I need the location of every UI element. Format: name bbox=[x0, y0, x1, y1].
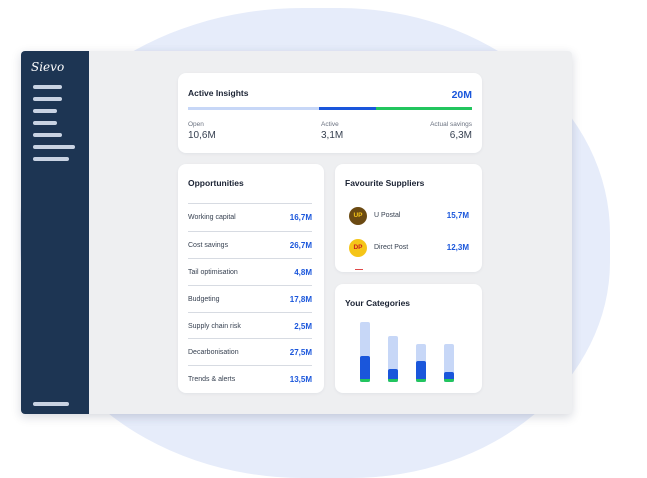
nav-item-4[interactable] bbox=[33, 121, 57, 125]
list-item[interactable]: Budgeting 17,8M bbox=[188, 285, 312, 312]
stat-open-label: Open bbox=[188, 121, 204, 128]
list-item-label: Trends & alerts bbox=[188, 376, 236, 383]
list-item[interactable]: Decarbonisation 27,5M bbox=[188, 338, 312, 365]
stat-active-value: 3,1M bbox=[321, 130, 344, 141]
category-bar-savings bbox=[360, 379, 370, 382]
stat-savings-label: Actual savings bbox=[430, 121, 472, 128]
avatar: DP bbox=[349, 239, 367, 257]
list-item-value: 16,7M bbox=[289, 213, 312, 222]
nav-item-7[interactable] bbox=[33, 157, 69, 161]
supplier-value: 12,3M bbox=[446, 243, 469, 252]
list-item[interactable]: DP Direct Post 12,3M bbox=[349, 239, 469, 261]
savings-segment bbox=[376, 107, 472, 110]
dashboard-window: Sievo Active Insights 20M Open 10,6M Act… bbox=[21, 51, 572, 414]
list-item-value: 26,7M bbox=[289, 241, 312, 250]
nav-item-3[interactable] bbox=[33, 109, 57, 113]
nav-item-settings[interactable] bbox=[33, 402, 69, 406]
logo: Sievo bbox=[31, 60, 65, 74]
category-bar-active bbox=[444, 372, 454, 379]
category-bar[interactable] bbox=[416, 344, 426, 382]
category-bar-active bbox=[360, 356, 370, 379]
scroll-hint bbox=[355, 269, 363, 270]
category-bar-total bbox=[360, 322, 370, 382]
list-item[interactable]: UP U Postal 15,7M bbox=[349, 207, 469, 229]
list-item[interactable]: Cost savings 26,7M bbox=[188, 231, 312, 258]
list-item-label: Decarbonisation bbox=[188, 349, 239, 356]
supplier-name: U Postal bbox=[374, 212, 401, 219]
nav-item-1[interactable] bbox=[33, 85, 62, 89]
list-item-label: Tail optimisation bbox=[188, 269, 238, 276]
category-bar-total bbox=[444, 344, 454, 382]
active-segment bbox=[319, 107, 376, 110]
supplier-name: Direct Post bbox=[374, 244, 409, 251]
opportunities-card: Opportunities Working capital 16,7M Cost… bbox=[178, 164, 324, 393]
category-bar-savings bbox=[444, 379, 454, 382]
favourite-suppliers-card: Favourite Suppliers UP U Postal 15,7M DP… bbox=[335, 164, 482, 272]
avatar: UP bbox=[349, 207, 367, 225]
categories-chart bbox=[335, 284, 482, 393]
category-bar-savings bbox=[388, 379, 398, 382]
stat-active-label: Active bbox=[321, 121, 339, 128]
card-title: Opportunities bbox=[188, 178, 244, 188]
list-item-value: 2,5M bbox=[294, 322, 312, 331]
list-item-label: Working capital bbox=[188, 214, 236, 221]
active-insights-card[interactable]: Active Insights 20M Open 10,6M Active 3,… bbox=[178, 73, 482, 153]
list-item-value: 17,8M bbox=[289, 295, 312, 304]
list-item[interactable]: Tail optimisation 4,8M bbox=[188, 258, 312, 285]
category-bar-total bbox=[388, 336, 398, 382]
insights-total: 20M bbox=[451, 89, 472, 101]
card-title: Favourite Suppliers bbox=[345, 178, 425, 188]
list-item-value: 4,8M bbox=[294, 268, 312, 277]
category-bar[interactable] bbox=[444, 344, 454, 382]
list-item[interactable]: Trends & alerts 13,5M bbox=[188, 365, 312, 392]
list-item-label: Supply chain risk bbox=[188, 323, 241, 330]
nav-item-5[interactable] bbox=[33, 133, 62, 137]
list-item-value: 13,5M bbox=[289, 375, 312, 384]
category-bar-active bbox=[388, 369, 398, 379]
list-item[interactable]: Supply chain risk 2,5M bbox=[188, 312, 312, 339]
insights-progress-bar bbox=[188, 107, 472, 110]
open-segment bbox=[188, 107, 319, 110]
card-title: Your Categories bbox=[345, 298, 411, 308]
list-item-value: 27,5M bbox=[289, 348, 312, 357]
category-bar[interactable] bbox=[360, 322, 370, 382]
stat-savings-value: 6,3M bbox=[449, 130, 472, 141]
nav-item-2[interactable] bbox=[33, 97, 62, 101]
supplier-value: 15,7M bbox=[446, 211, 469, 220]
category-bar-active bbox=[416, 361, 426, 379]
card-title: Active Insights bbox=[188, 88, 249, 98]
your-categories-card: Your Categories bbox=[335, 284, 482, 393]
nav-item-6[interactable] bbox=[33, 145, 75, 149]
sidebar: Sievo bbox=[21, 51, 89, 414]
category-bar-savings bbox=[416, 379, 426, 382]
list-item-label: Cost savings bbox=[188, 242, 229, 249]
category-bar[interactable] bbox=[388, 336, 398, 382]
stat-open-value: 10,6M bbox=[188, 130, 216, 141]
list-item-label: Budgeting bbox=[188, 296, 220, 303]
list-item[interactable]: Working capital 16,7M bbox=[188, 203, 312, 230]
